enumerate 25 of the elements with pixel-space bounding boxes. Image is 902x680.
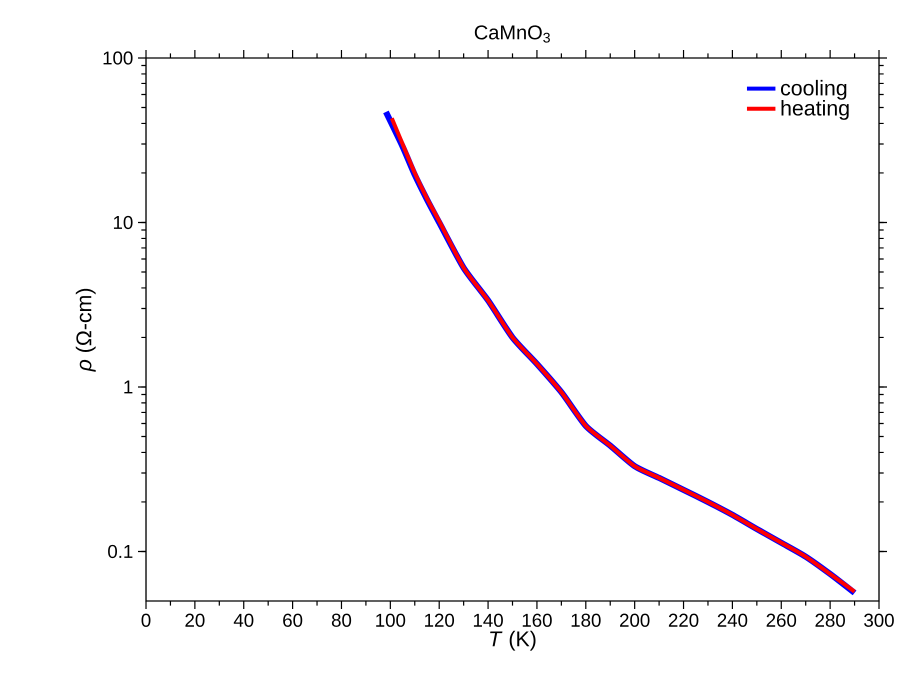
x-tick-label: 300 — [864, 614, 894, 627]
x-tick-label: 200 — [620, 614, 650, 627]
x-tick-label: 0 — [142, 614, 150, 627]
y-tick-label: 0.1 — [108, 544, 132, 558]
x-tick-label: 120 — [425, 614, 454, 627]
x-tick-label: 180 — [572, 614, 601, 627]
x-tick-label: 80 — [332, 614, 352, 627]
x-tick-label: 160 — [522, 614, 552, 627]
x-tick-label: 40 — [234, 614, 254, 627]
x-tick-label: 140 — [474, 614, 503, 627]
x-tick-label: 280 — [816, 614, 845, 627]
x-tick-label: 240 — [718, 614, 748, 627]
x-tick-label: 100 — [376, 614, 406, 627]
legend-label: heating — [782, 100, 849, 120]
legend-label: cooling — [780, 80, 846, 100]
y-tick-label: 1 — [124, 380, 132, 394]
x-tick-label: 20 — [185, 614, 205, 627]
chart-title: CaMnO$_{3}$ — [474, 25, 550, 43]
y-tick-label: 10 — [114, 216, 133, 230]
y-axis-title: ρ (Ω-cm) — [76, 288, 96, 372]
x-tick-label: 260 — [766, 614, 796, 627]
x-tick-label: 220 — [668, 614, 698, 627]
x-tick-label: 60 — [283, 614, 302, 627]
x-axis-title: T (K) — [490, 630, 536, 651]
y-tick-label: 100 — [104, 51, 133, 65]
